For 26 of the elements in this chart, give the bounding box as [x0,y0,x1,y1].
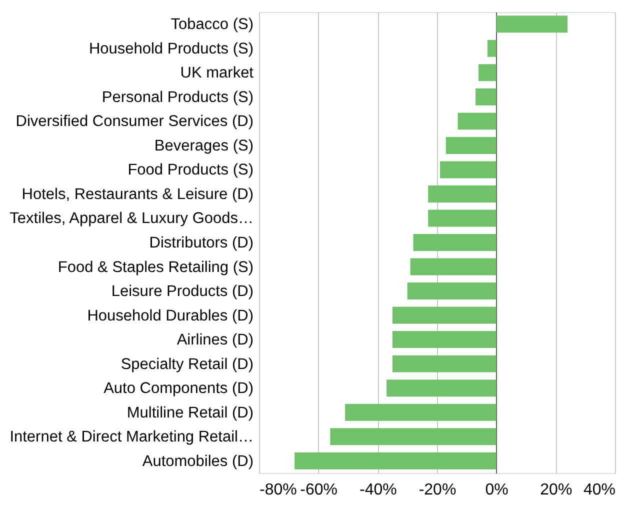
y-tick-label: Multiline Retail (D) [126,404,254,422]
y-tick-label: Internet & Direct Marketing Retail… [10,428,254,446]
x-tick-label: -60% [300,482,338,498]
y-tick-label: Food & Staples Retailing (S) [58,258,254,276]
y-tick-label: Specialty Retail (D) [120,356,254,373]
y-tick-label: Beverages (S) [154,137,254,154]
y-tick-label: Hotels, Restaurants & Leisure (D) [22,186,254,203]
y-tick-label: Airlines (D) [176,332,254,349]
x-tick-label: -20% [418,482,456,498]
y-tick-label: Food Products (S) [128,162,254,179]
x-tick-label: -40% [359,482,397,498]
y-tick-label: Automobiles (D) [142,452,254,470]
y-tick-label: Diversified Consumer Services (D) [16,113,254,130]
y-tick-label: Personal Products (S) [102,88,254,106]
x-tick-label: 40% [583,482,616,498]
y-tick-label: Leisure Products (D) [111,283,254,300]
y-tick-label: Distributors (D) [149,234,254,252]
x-tick-label: -80% [260,482,297,498]
y-tick-label: Household Durables (D) [87,307,254,324]
y-tick-label: Household Products (S) [88,40,254,58]
y-tick-label: UK market [180,64,254,82]
x-tick-label: 20% [540,482,572,498]
y-tick-label: Textiles, Apparel & Luxury Goods… [10,210,254,228]
x-tick-label: 0% [485,482,508,498]
y-tick-label: Tobacco (S) [170,16,254,34]
y-tick-label: Auto Components (D) [104,380,254,398]
